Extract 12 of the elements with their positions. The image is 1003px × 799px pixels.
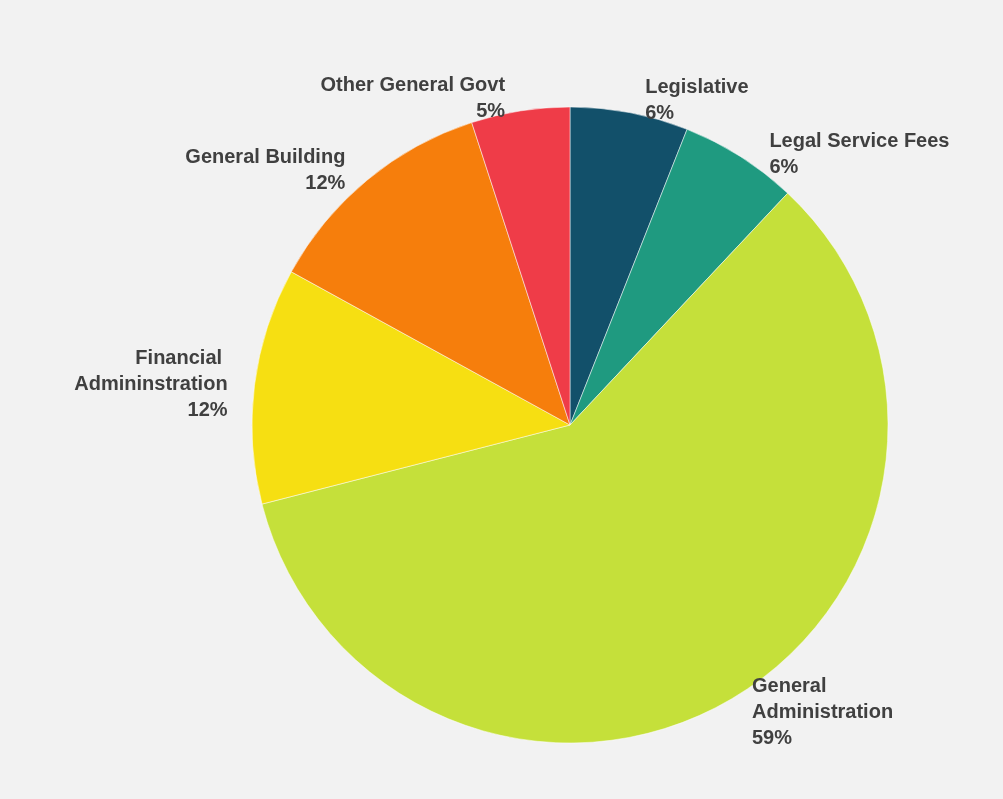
- data-label: 59%: [752, 725, 793, 748]
- slice-label: General Administration: [752, 673, 894, 722]
- data-label: 6%: [645, 100, 675, 123]
- slice-label: Legal Service Fees: [769, 128, 950, 151]
- data-label: 5%: [476, 99, 506, 122]
- data-label: 6%: [769, 154, 799, 177]
- data-label: 12%: [187, 398, 228, 421]
- slice-label: Other General Govt: [320, 73, 506, 96]
- slice-label: Financial Admininstration: [74, 346, 228, 395]
- slice-label: Legislative: [645, 74, 749, 97]
- data-label: 12%: [305, 171, 346, 194]
- slice-label: General Building: [185, 145, 346, 168]
